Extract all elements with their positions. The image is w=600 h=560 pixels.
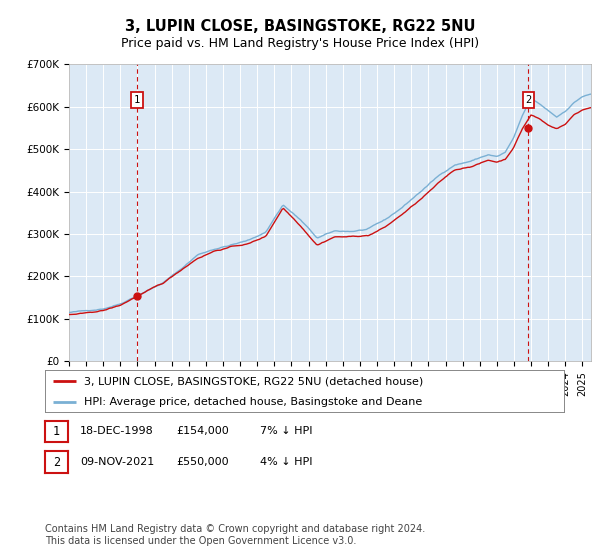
Text: HPI: Average price, detached house, Basingstoke and Deane: HPI: Average price, detached house, Basi… <box>84 398 422 407</box>
Text: 2: 2 <box>53 455 60 469</box>
Text: 3, LUPIN CLOSE, BASINGSTOKE, RG22 5NU (detached house): 3, LUPIN CLOSE, BASINGSTOKE, RG22 5NU (d… <box>84 376 423 386</box>
Text: £154,000: £154,000 <box>176 426 229 436</box>
Text: £550,000: £550,000 <box>176 457 229 467</box>
Text: 4% ↓ HPI: 4% ↓ HPI <box>260 457 313 467</box>
Text: 1: 1 <box>53 424 60 438</box>
Text: 09-NOV-2021: 09-NOV-2021 <box>80 457 154 467</box>
Text: 7% ↓ HPI: 7% ↓ HPI <box>260 426 313 436</box>
Text: 3, LUPIN CLOSE, BASINGSTOKE, RG22 5NU: 3, LUPIN CLOSE, BASINGSTOKE, RG22 5NU <box>125 19 475 34</box>
Text: Contains HM Land Registry data © Crown copyright and database right 2024.
This d: Contains HM Land Registry data © Crown c… <box>45 524 425 546</box>
Text: 1: 1 <box>134 95 140 105</box>
Text: 2: 2 <box>525 95 532 105</box>
Text: Price paid vs. HM Land Registry's House Price Index (HPI): Price paid vs. HM Land Registry's House … <box>121 37 479 50</box>
Text: 18-DEC-1998: 18-DEC-1998 <box>80 426 154 436</box>
